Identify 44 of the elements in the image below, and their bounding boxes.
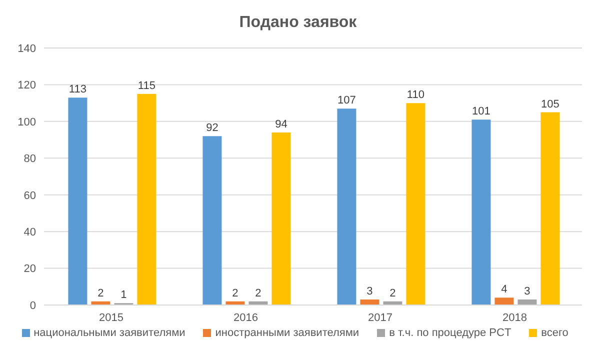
data-label: 2	[255, 287, 262, 300]
data-label: 2	[98, 287, 104, 300]
legend-label: всего	[541, 327, 568, 339]
bar	[518, 299, 537, 305]
y-tick-label: 20	[24, 263, 36, 276]
data-label: 4	[501, 284, 508, 296]
data-label: 110	[406, 89, 424, 102]
data-label: 3	[366, 285, 373, 298]
data-label: 1	[120, 289, 127, 302]
y-tick-label: 60	[24, 190, 36, 202]
data-label: 2	[232, 287, 238, 300]
x-tick-label: 2016	[234, 312, 258, 324]
data-label: 113	[68, 84, 86, 96]
data-label: 2	[390, 287, 396, 300]
bar	[137, 94, 156, 305]
y-tick-label: 120	[18, 80, 36, 92]
bar	[494, 298, 514, 305]
bar	[472, 120, 491, 305]
bar	[406, 103, 426, 305]
bar	[360, 299, 380, 305]
bar	[272, 132, 291, 305]
data-label: 107	[338, 94, 356, 107]
x-tick-label: 2017	[368, 312, 392, 324]
legend-label: в т.ч. по процедуре PCT	[389, 327, 512, 339]
x-tick-label: 2015	[99, 312, 124, 324]
y-tick-label: 100	[18, 116, 36, 128]
chart-title: Подано заявок	[238, 13, 358, 33]
y-tick-label: 80	[24, 153, 36, 166]
legend-label: национальными заявителями	[34, 327, 186, 339]
y-tick-label: 40	[24, 226, 36, 238]
bar	[202, 136, 222, 305]
bar	[337, 108, 356, 305]
y-tick-label: 140	[18, 42, 36, 55]
data-label: 105	[541, 98, 560, 110]
bar	[68, 98, 88, 305]
legend-label: иностранными заявителями	[215, 327, 360, 339]
y-tick-label: 0	[30, 300, 36, 312]
data-label: 3	[524, 285, 530, 298]
bar	[540, 112, 560, 305]
data-label: 94	[275, 118, 288, 130]
data-label: 115	[138, 80, 156, 92]
data-label: 92	[206, 122, 218, 134]
data-label: 101	[472, 106, 490, 118]
x-tick-label: 2018	[502, 312, 527, 324]
